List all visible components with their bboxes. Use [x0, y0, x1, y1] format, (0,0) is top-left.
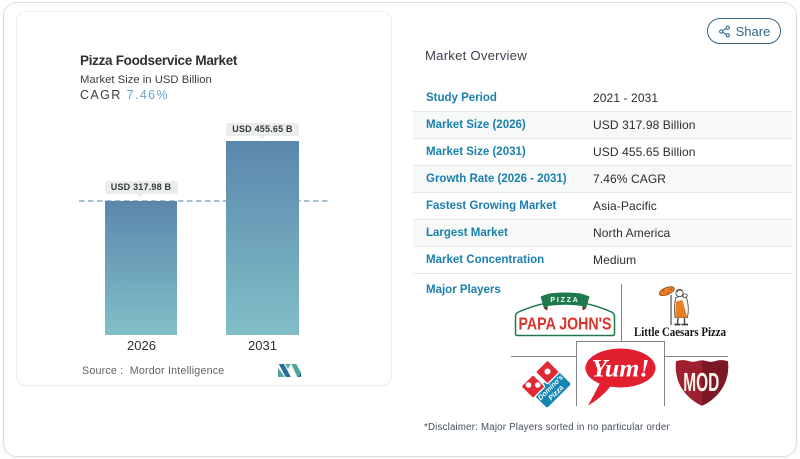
svg-text:MOD: MOD — [683, 367, 719, 397]
svg-text:Little Caesars Pizza: Little Caesars Pizza — [634, 324, 726, 339]
svg-text:Yum!: Yum! — [592, 356, 650, 383]
svg-text:PIZZA: PIZZA — [550, 297, 579, 304]
svg-text:PAPA JOHN'S: PAPA JOHN'S — [519, 314, 612, 334]
